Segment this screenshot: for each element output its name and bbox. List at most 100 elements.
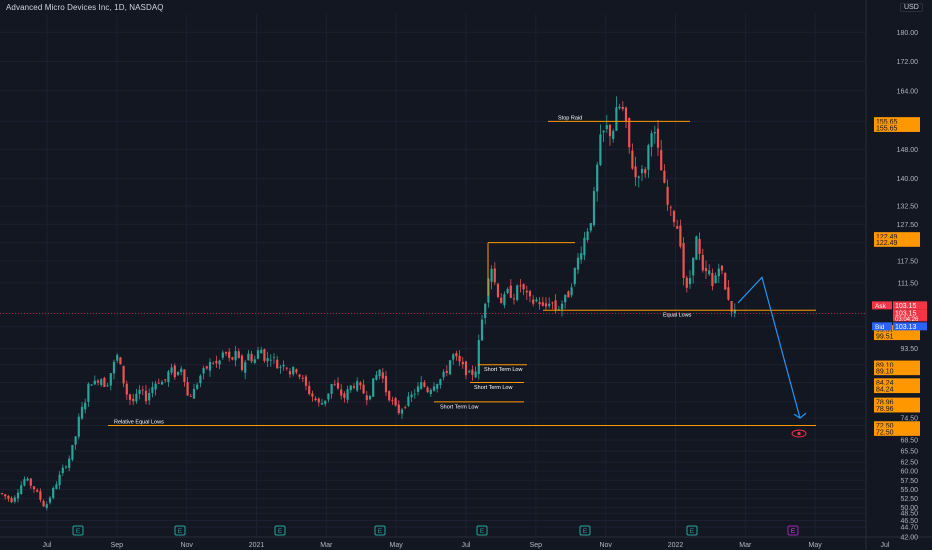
bid-value: 103.13 [895,324,917,331]
candle-body [234,351,237,361]
candle-body [429,389,432,395]
candle-body [55,484,58,489]
candle-body [445,370,448,373]
candle-body [592,191,596,226]
candle-body [228,351,231,358]
candle-body [727,287,730,300]
price-tag-label: 155.65 [876,125,898,132]
price-tag-label: 99.51 [876,327,894,334]
price-tag [874,117,920,126]
price-tag-label: 89.10 [876,362,894,369]
candle-body [612,130,615,139]
y-tick-label: 42.00 [900,535,918,542]
candle-body [58,474,61,486]
earnings-marker-label: E [480,528,485,535]
candle-body [413,393,416,395]
candle-body [548,303,551,307]
price-tag-label: 84.24 [876,380,894,387]
ask-value: 103.15 [895,303,917,310]
candle-body [365,395,368,401]
future-earnings-label: E [791,528,796,535]
price-tag-label: 99.51 [876,333,894,340]
earnings-marker [476,525,488,536]
candle-body [87,383,90,402]
candle-body [455,353,458,357]
currency-button[interactable]: USD [900,3,923,12]
price-tag [874,427,920,436]
candle-body [656,128,660,148]
candle-body [602,130,605,133]
candle-body [116,354,119,361]
candle-body [535,299,538,302]
candle-body [695,236,698,260]
candle-body [608,124,612,137]
price-tag [874,378,920,387]
candle-body [279,366,282,368]
candle-body [125,383,128,395]
candle-body [256,350,260,359]
candle-body [138,389,141,394]
projection-arrowhead [793,412,807,419]
candle-body [400,409,404,414]
earnings-marker-label: E [583,528,588,535]
candle-body [253,359,256,363]
projection-path [737,276,801,419]
price-tag-label: 122.49 [876,240,898,247]
candle-body [231,357,234,360]
candle-body [666,186,669,205]
candle-body [634,166,637,178]
candle-body [589,223,592,231]
candle-body [167,371,170,383]
x-tick-label: Jul [43,542,52,549]
candle-body [490,268,493,282]
last-price-value: 103.15 [895,311,917,318]
candle-body [164,379,167,381]
candle-body [477,340,480,374]
earnings-marker-label: E [378,528,383,535]
price-tag [874,397,920,407]
candle-body [263,349,266,361]
y-tick-label: 68.50 [900,438,918,445]
candle-body [650,133,653,147]
x-tick-label: Jul [881,542,890,549]
price-tag [874,421,920,430]
candle-body [368,395,372,400]
candle-body [160,381,164,385]
candle-body [378,369,381,377]
candle-body [644,169,647,174]
candle-body [13,497,16,502]
earnings-marker [374,525,386,536]
candle-body [605,125,608,129]
candle-body [679,225,682,247]
x-tick-label: Sep [111,542,124,549]
candle-body [144,390,148,402]
candle-body [637,176,640,178]
candle-body [621,107,624,110]
candle-body [346,389,349,400]
candle-body [189,395,192,397]
y-tick-label: 148.00 [897,147,919,154]
x-tick-label: Mar [739,542,752,549]
level-label: Short Term Low [484,367,522,373]
y-tick-label: 52.50 [900,496,918,503]
candle-body [688,278,692,285]
level-label: Short Term Low [474,385,512,391]
candle-body [676,226,679,229]
last-price-box [893,309,927,322]
candle-body [52,488,55,498]
candle-body [157,382,160,384]
price-tag-label: 72.50 [876,429,894,436]
candle-body [215,360,218,364]
y-tick-label: 60.00 [900,469,918,476]
candle-body [154,383,157,390]
candle-body [221,352,224,358]
candle-body [301,377,304,379]
candle-body [618,106,621,109]
bid-badge [872,322,892,331]
candle-body [199,375,202,384]
candle-body [468,371,471,373]
candle-body [128,394,132,400]
candle-body [538,302,541,305]
candle-body [653,132,656,134]
